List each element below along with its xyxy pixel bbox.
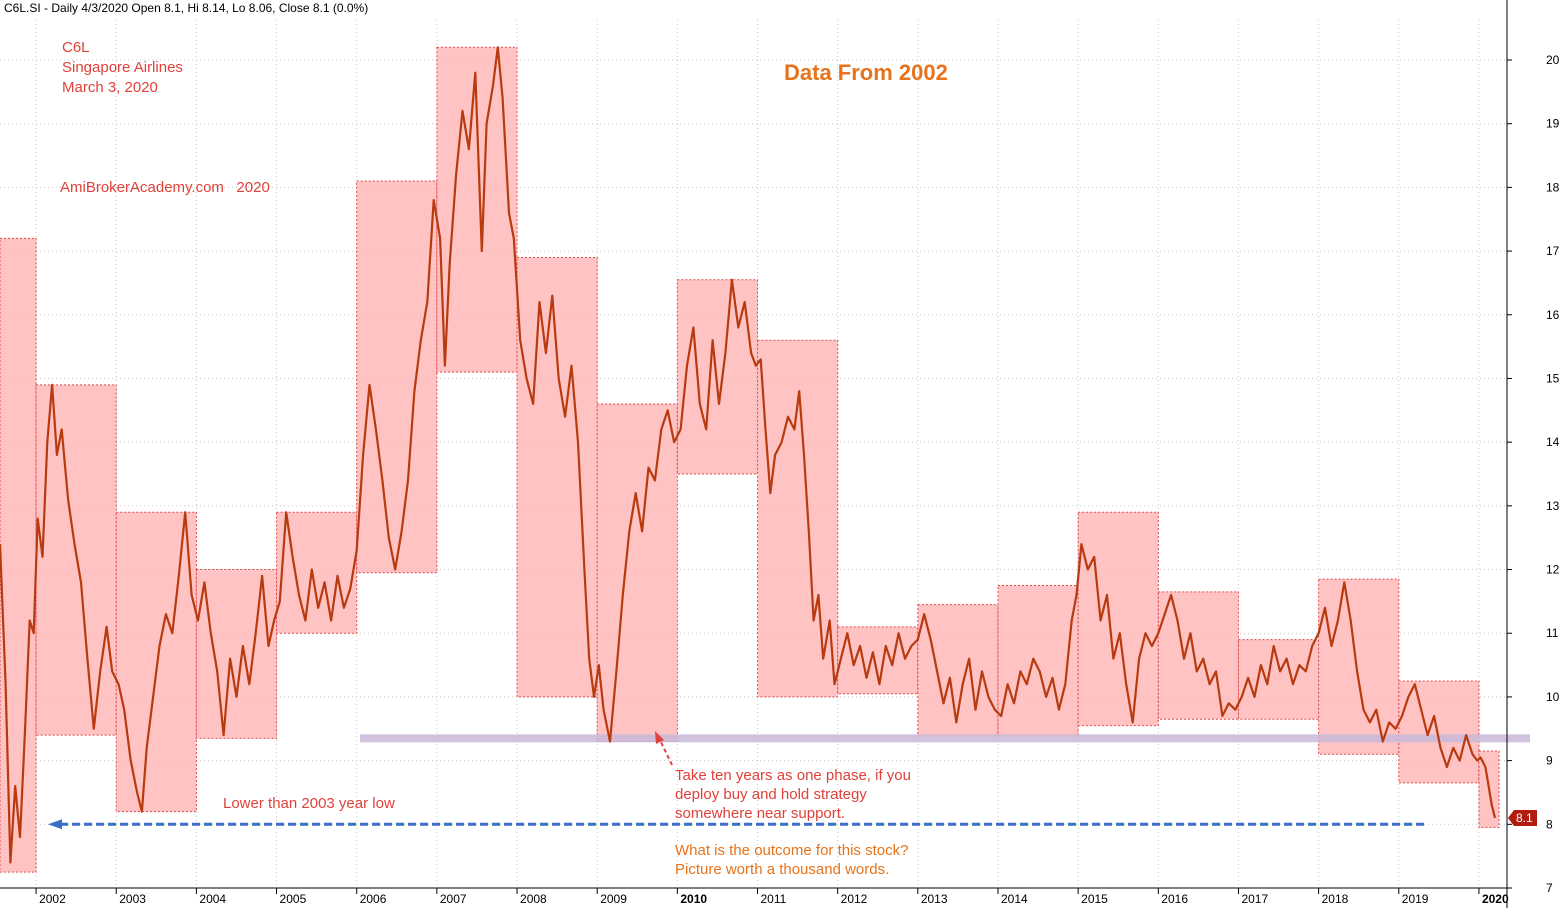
y-tick-label: 17 xyxy=(1546,244,1560,258)
left-arrowhead xyxy=(48,819,62,830)
x-tick-label: 2004 xyxy=(199,892,226,906)
y-tick-label: 16 xyxy=(1546,308,1560,322)
support-band xyxy=(360,734,1530,743)
y-tick-label: 15 xyxy=(1546,371,1560,385)
lower-than-2003-label: Lower than 2003 year low xyxy=(223,795,395,812)
x-tick-label: 2016 xyxy=(1161,892,1188,906)
x-tick-label: 2020 xyxy=(1482,892,1509,906)
price-series xyxy=(0,46,1497,864)
phase-text-line-2: deploy buy and hold strategy xyxy=(675,786,867,803)
y-tick-label: 13 xyxy=(1546,499,1560,513)
last-price-label: 8.1 xyxy=(1516,811,1533,825)
year-range-box xyxy=(1237,639,1320,720)
phase-text-line-3: somewhere near support. xyxy=(675,805,845,822)
ticker-label: C6L xyxy=(62,39,90,56)
y-tick-label: 14 xyxy=(1546,435,1560,449)
support-pointer-arrowhead xyxy=(655,731,664,744)
y-tick-label: 7 xyxy=(1546,881,1553,895)
year-range-box xyxy=(516,256,598,698)
year-range-box xyxy=(1157,591,1239,720)
year-range-box xyxy=(356,180,438,574)
x-tick-label: 2007 xyxy=(440,892,467,906)
site-label: AmiBrokerAcademy.com 2020 xyxy=(60,179,270,196)
year-range-box xyxy=(1077,511,1159,727)
chart-header: C6L.SI - Daily 4/3/2020 Open 8.1, Hi 8.1… xyxy=(4,1,368,15)
x-tick-label: 2018 xyxy=(1322,892,1349,906)
year-range-box xyxy=(115,511,197,813)
year-range-box xyxy=(997,584,1079,736)
year-range-box xyxy=(1318,578,1400,755)
year-range-box xyxy=(596,403,678,743)
company-label: Singapore Airlines xyxy=(62,59,183,76)
x-tick-label: 2014 xyxy=(1001,892,1028,906)
x-tick-label: 2003 xyxy=(119,892,146,906)
year-range-box xyxy=(1398,680,1480,784)
chart-title: Data From 2002 xyxy=(784,60,948,85)
last-price-tag xyxy=(1508,809,1537,826)
y-tick-label: 12 xyxy=(1546,563,1560,577)
year-range-box xyxy=(676,279,759,475)
x-tick-label: 2009 xyxy=(600,892,627,906)
x-tick-label: 2012 xyxy=(841,892,868,906)
date-label: March 3, 2020 xyxy=(62,79,158,96)
x-tick-label: 2002 xyxy=(39,892,66,906)
outcome-text-line-2: Picture worth a thousand words. xyxy=(675,861,889,878)
x-tick-label: 2010 xyxy=(680,892,707,906)
support-pointer-line xyxy=(659,739,673,766)
x-tick-label: 2013 xyxy=(921,892,948,906)
support-line-group xyxy=(360,734,1530,743)
outcome-text-line-1: What is the outcome for this stock? xyxy=(675,842,908,859)
x-tick-label: 2008 xyxy=(520,892,547,906)
x-tick-label: 2015 xyxy=(1081,892,1108,906)
y-tick-label: 9 xyxy=(1546,754,1553,768)
y-tick-label: 11 xyxy=(1546,626,1559,640)
x-tick-label: 2019 xyxy=(1402,892,1429,906)
yearly-range-boxes xyxy=(0,46,1500,873)
y-tick-label: 10 xyxy=(1546,690,1560,704)
annotation-arrows xyxy=(48,731,1428,830)
year-range-box xyxy=(837,626,919,695)
x-tick-label: 2011 xyxy=(761,892,787,906)
y-tick-label: 18 xyxy=(1546,180,1560,194)
x-tick-label: 2017 xyxy=(1241,892,1268,906)
x-tick-label: 2005 xyxy=(280,892,307,906)
year-range-box xyxy=(0,237,37,873)
annotation-labels: C6L.SI - Daily 4/3/2020 Open 8.1, Hi 8.1… xyxy=(4,1,948,878)
y-tick-label: 8 xyxy=(1546,817,1553,831)
price-line xyxy=(0,46,1497,864)
phase-text-line-1: Take ten years as one phase, if you xyxy=(675,767,911,784)
y-tick-label: 19 xyxy=(1546,117,1560,131)
x-tick-label: 2006 xyxy=(360,892,387,906)
y-tick-label: 20 xyxy=(1546,53,1560,67)
